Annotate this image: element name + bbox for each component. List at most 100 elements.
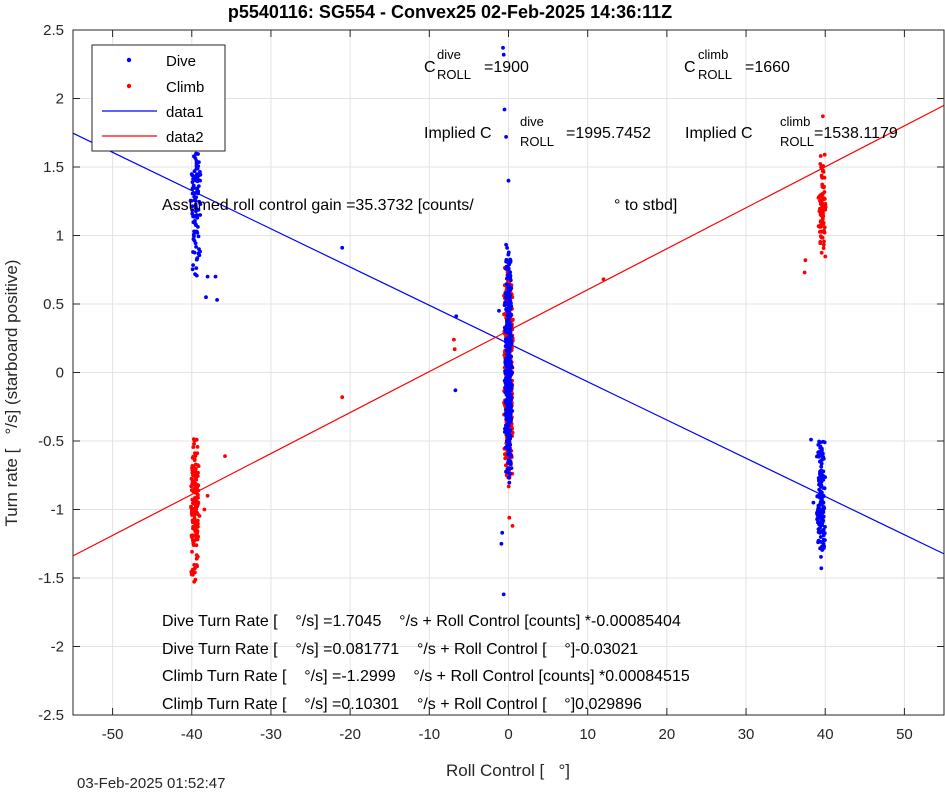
data-point [507, 379, 512, 383]
data-point [195, 463, 200, 468]
data-point-outlier [223, 454, 227, 458]
data-point [822, 197, 827, 201]
data-point [820, 229, 825, 234]
c-climb-value: =1660 [745, 59, 790, 76]
data-point [510, 430, 515, 435]
data-point [504, 282, 509, 286]
data-point [506, 461, 511, 465]
data-point [194, 543, 199, 548]
data-point [193, 501, 198, 506]
legend-data2-label: data2 [166, 129, 204, 146]
data-point [508, 338, 512, 343]
y-tick-label: -0.5 [38, 433, 64, 450]
gain-annotation: Assumed roll control gain =35.3732 [coun… [162, 197, 474, 214]
y-tick-label: 1 [56, 228, 64, 245]
data-point [194, 564, 198, 568]
data-point [506, 302, 510, 307]
x-tick-label: -50 [102, 726, 124, 743]
chart-title: p5540116: SG554 - Convex25 02-Feb-2025 1… [228, 2, 672, 22]
legend-data1-label: data1 [166, 104, 204, 121]
data-point [507, 262, 512, 267]
data-point [818, 459, 823, 464]
data-point [506, 329, 511, 334]
data-point-outlier [601, 277, 606, 282]
data-point [503, 371, 508, 376]
data-point [197, 173, 202, 178]
data-point [503, 301, 507, 306]
implied-climb-superscript: climb [780, 114, 810, 129]
data-point [815, 517, 819, 522]
x-tick-label: -30 [260, 726, 282, 743]
data-point [189, 172, 194, 177]
data-point-outlier [501, 52, 506, 57]
data-point [507, 312, 512, 317]
data-point [821, 510, 826, 514]
data-point [818, 230, 822, 234]
y-axis-label: Turn rate [ °/s] (starboard positive) [2, 260, 21, 527]
data-point-outlier [340, 395, 345, 400]
data-point-outlier [205, 274, 210, 279]
data-point [821, 493, 826, 498]
data-point [193, 490, 198, 495]
data-point [198, 170, 202, 174]
data-point [504, 242, 508, 247]
data-point [193, 467, 198, 471]
data-point [821, 221, 826, 226]
data-point [195, 474, 200, 478]
data-point [192, 579, 197, 584]
implied-dive-superscript: dive [520, 114, 544, 129]
data-point [196, 152, 200, 156]
data-point-outlier [340, 245, 345, 250]
data-point-outlier [204, 295, 208, 300]
data-point [189, 572, 194, 577]
data-point-outlier [453, 388, 458, 393]
data-point [190, 208, 195, 213]
data-point [194, 273, 199, 278]
y-axis-ticks: 2.5 2 1.5 1 0.5 0 -0.5 -1 -1.5 -2 -2.5 [38, 22, 944, 724]
data-point [195, 187, 200, 192]
c-dive-symbol: C [424, 59, 436, 76]
data-point [817, 487, 822, 492]
data-point [508, 466, 512, 471]
data-point [506, 317, 511, 322]
data-point [191, 526, 196, 531]
data-point [508, 362, 513, 367]
data-point [508, 387, 512, 392]
implied-dive-value: =1995.7452 [566, 125, 651, 142]
data-point [505, 246, 509, 250]
c-climb-subscript: ROLL [698, 67, 732, 82]
gain-annotation-unit: ° to stbd] [614, 197, 677, 214]
data-point [189, 504, 193, 509]
data-point [819, 555, 823, 559]
y-tick-label: 0 [56, 365, 64, 382]
data-point [195, 537, 200, 542]
data-point [819, 235, 824, 240]
data-point [819, 464, 824, 469]
data-point-outlier [803, 258, 808, 263]
data-point [192, 214, 197, 219]
implied-climb-subscript: ROLL [780, 134, 814, 149]
x-axis-label: Roll Control [ °] [446, 761, 570, 780]
data-point [506, 433, 510, 438]
data-point [198, 202, 203, 207]
data-point [816, 527, 821, 531]
data-point [818, 212, 823, 217]
y-tick-label: 2 [56, 91, 64, 108]
y-tick-label: -1.5 [38, 570, 64, 587]
c-dive-subscript: ROLL [437, 67, 471, 82]
data-point [817, 454, 821, 459]
data-point [819, 250, 824, 255]
data-point [504, 400, 508, 405]
data-point [190, 204, 195, 209]
data-point [196, 500, 201, 505]
data-point [509, 323, 513, 328]
data-point [504, 276, 509, 281]
legend-climb-label: Climb [166, 79, 204, 96]
data-point [195, 488, 200, 493]
data-point [820, 192, 825, 197]
data-point [506, 418, 510, 422]
fit-equations: Dive Turn Rate [ °/s] =1.7045 °/s + Roll… [162, 613, 690, 713]
data-point [198, 249, 203, 254]
data-point [190, 187, 195, 192]
data-point [821, 164, 826, 168]
